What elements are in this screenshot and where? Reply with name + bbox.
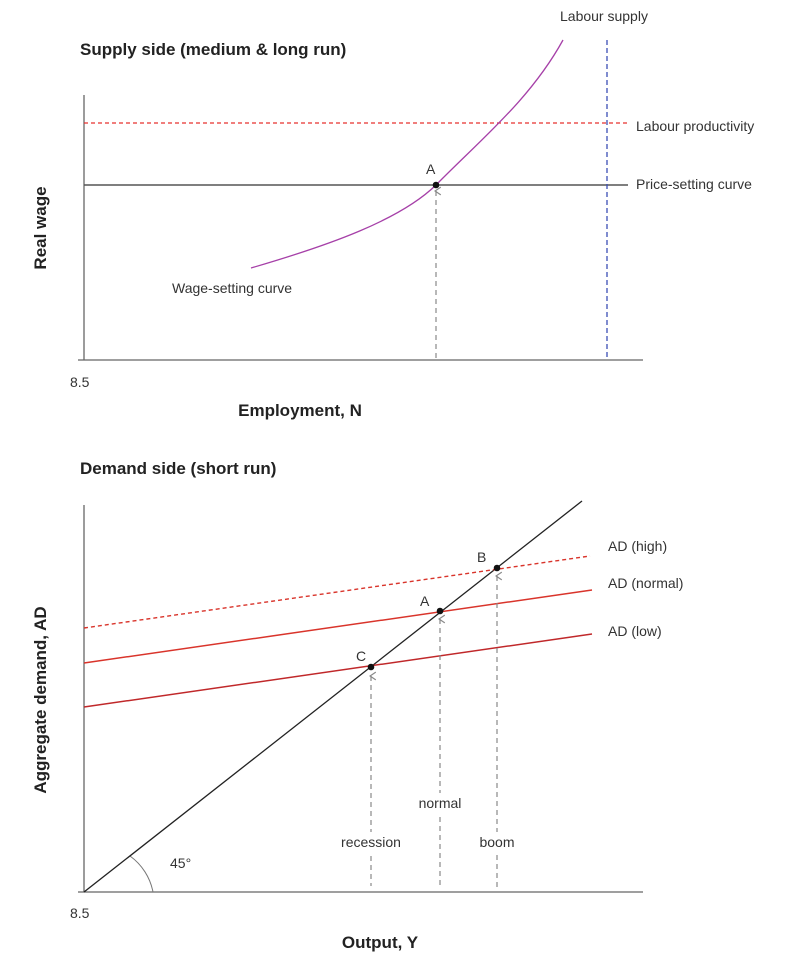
wage-setting-curve [250, 39, 564, 269]
point-c-label: C [356, 648, 366, 664]
point-b [493, 564, 501, 572]
supply-origin-tick: 8.5 [70, 374, 90, 390]
point-a-demand-label: A [420, 593, 430, 609]
ad-low-label: AD (low) [608, 623, 662, 639]
supply-panel: Supply side (medium & long run) A Labour… [31, 8, 754, 420]
point-a-demand [436, 607, 444, 615]
demand-title: Demand side (short run) [80, 459, 276, 478]
point-b-label: B [477, 549, 486, 565]
ad-low-line [83, 633, 593, 708]
wage-setting-label: Wage-setting curve [172, 280, 292, 296]
recession-label: recession [341, 834, 401, 850]
point-c [367, 663, 375, 671]
demand-x-label: Output, Y [342, 933, 419, 952]
price-setting-label: Price-setting curve [636, 176, 752, 192]
angle-label: 45° [170, 855, 191, 871]
ad-normal-label: AD (normal) [608, 575, 683, 591]
point-a-supply [432, 181, 440, 189]
angle-arc [129, 855, 154, 893]
boom-label: boom [479, 834, 514, 850]
supply-title: Supply side (medium & long run) [80, 40, 346, 59]
ad-high-label: AD (high) [608, 538, 667, 554]
ad-normal-line [83, 589, 593, 664]
normal-label: normal [419, 795, 462, 811]
demand-origin-tick: 8.5 [70, 905, 90, 921]
labour-supply-label: Labour supply [560, 8, 648, 24]
point-a-label: A [426, 161, 436, 177]
demand-panel: Demand side (short run) 45° B A C recess… [31, 459, 683, 952]
demand-y-label: Aggregate demand, AD [31, 606, 50, 793]
labour-productivity-label: Labour productivity [636, 118, 754, 134]
ad-high-line [83, 555, 591, 629]
supply-x-label: Employment, N [238, 401, 362, 420]
supply-y-label: Real wage [31, 186, 50, 269]
